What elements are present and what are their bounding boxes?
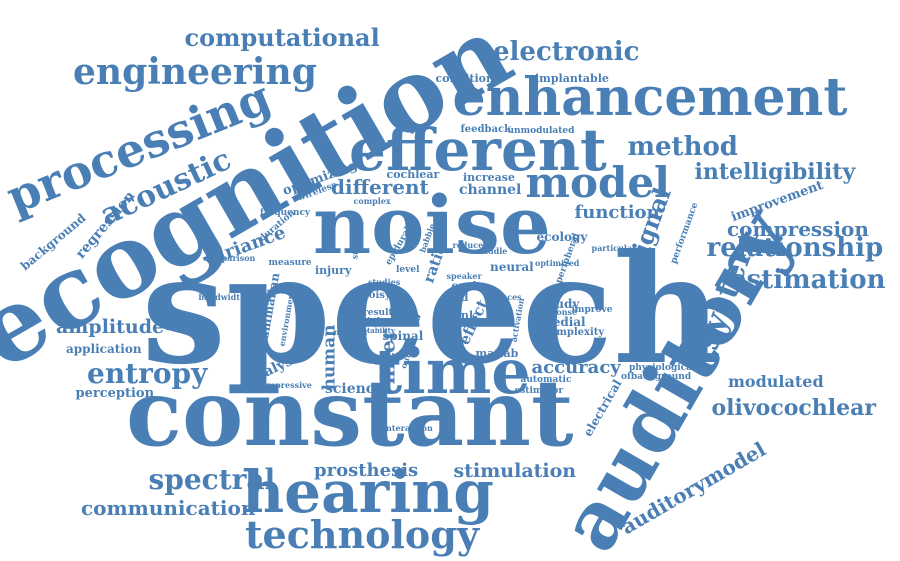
word-hearing: hearing (242, 458, 494, 526)
word-ofbackground: ofbackground (621, 371, 692, 382)
word-application: application (66, 342, 142, 356)
word-automatic: automatic (520, 374, 572, 385)
word-speaker: speaker (446, 271, 482, 281)
word-different: different (331, 175, 429, 199)
word-time: time (373, 335, 531, 408)
word-spinal: spinal (382, 329, 424, 343)
word-response: response (537, 307, 578, 317)
word-estimation: estimation (730, 265, 886, 295)
word-modulated: modulated (728, 372, 824, 391)
word-higher: higher (360, 316, 394, 327)
word-function: function (574, 202, 660, 223)
word-reduce: reduce (452, 240, 484, 250)
word-entropy: entropy (87, 357, 208, 390)
word-method: method (627, 132, 739, 162)
word-constant: constant (126, 359, 574, 467)
word-measure: measure (268, 257, 312, 268)
word-bandwidth: bandwidth (198, 292, 246, 302)
word-stimulation: stimulation (453, 459, 577, 482)
word-channel: channel (459, 182, 522, 198)
word-computational: computational (184, 23, 380, 52)
word-science: science (325, 381, 384, 397)
word-cochlear: cochlear (386, 167, 440, 181)
word-particular: particular (591, 243, 637, 253)
word-neural: neural (490, 260, 534, 274)
word-physiological: physiological (629, 362, 696, 373)
word-level: level (396, 264, 420, 275)
word-efferent: efferent (349, 116, 607, 184)
word-noise: noise (313, 178, 551, 272)
word-noisy: noisy (361, 290, 391, 301)
word-electronic: electronic (493, 37, 640, 67)
word-medial: medial (540, 315, 586, 329)
word-type: type (392, 310, 422, 324)
word-studies: studies (368, 277, 401, 287)
word-perception: perception (75, 385, 155, 401)
word-frequency: frequency (260, 207, 311, 218)
word-intelligibility: intelligibility (694, 159, 856, 185)
word-stability: stability (363, 325, 395, 335)
word-unmodulated: unmodulated (507, 125, 575, 136)
word-injury: injury (315, 263, 352, 277)
word-complex: complex (353, 196, 391, 206)
word-relationship: relationship (706, 233, 884, 263)
word-number: number (333, 327, 369, 337)
word-interaction: interaction (383, 423, 433, 433)
word-cord: cord (451, 281, 477, 292)
word-amplitude: amplitude (56, 315, 165, 338)
word-condition: condition (435, 71, 495, 85)
word-reduces: reduces (486, 292, 522, 302)
word-enhancement: enhancement (452, 67, 848, 128)
word-olivocochlear: olivocochlear (711, 395, 877, 421)
word-estimator: estimator (514, 385, 564, 396)
word-spectral: spectral (148, 463, 276, 496)
word-compressive: compressive (256, 380, 312, 390)
word-complexity: complexity (543, 327, 605, 338)
word-prosthesis: prosthesis (314, 460, 419, 481)
word-improve: improve (571, 304, 613, 315)
word-technology: technology (245, 512, 479, 557)
word-feedback: feedback (460, 124, 512, 135)
word-compression: compression (727, 217, 869, 241)
word-model: model (525, 158, 671, 207)
word-speech: speech (141, 222, 723, 398)
word-increase: increase (463, 170, 515, 184)
word-communication: communication (81, 496, 256, 520)
word-matlab: matlab (475, 346, 519, 360)
word-middle: middle (476, 246, 508, 256)
word-result: result (363, 307, 393, 318)
word-accuracy: accuracy (531, 357, 621, 378)
word-aid: aid (449, 290, 469, 304)
word-study: study (543, 297, 580, 311)
word-implantable: implantable (535, 71, 609, 85)
word-bank: bank (446, 308, 477, 322)
word-engineering: engineering (73, 51, 317, 93)
word-optimized: optimized (535, 258, 580, 268)
word-comparison: comparison (203, 253, 256, 263)
word-ecology: ecology (536, 230, 588, 244)
